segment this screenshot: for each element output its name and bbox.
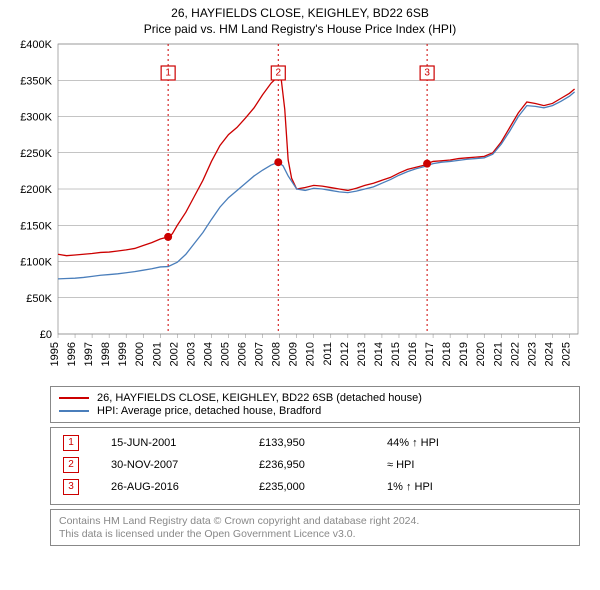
x-tick-label: 2012 xyxy=(339,342,351,366)
legend-label: HPI: Average price, detached house, Brad… xyxy=(97,405,321,417)
x-tick-label: 2019 xyxy=(458,342,470,366)
event-note: 44% ↑ HPI xyxy=(383,432,571,454)
event-number-box: 1 xyxy=(63,435,79,451)
x-tick-label: 1999 xyxy=(117,342,129,366)
x-tick-label: 1995 xyxy=(49,342,61,366)
event-date: 26-AUG-2016 xyxy=(107,476,255,498)
x-tick-label: 2002 xyxy=(168,342,180,366)
table-row: 1 15-JUN-2001£133,95044% ↑ HPI xyxy=(59,432,571,454)
x-tick-label: 2024 xyxy=(543,342,555,366)
chart: £0 £50K £100K £150K £200K £250K £300K £350K £400… xyxy=(8,40,592,380)
x-tick-label: 2007 xyxy=(254,342,266,366)
x-tick-label: 2009 xyxy=(288,342,300,366)
event-price: £236,950 xyxy=(255,454,383,476)
y-tick-label: £250K xyxy=(20,148,52,160)
table-row: 2 30-NOV-2007£236,950≈ HPI xyxy=(59,454,571,476)
legend-label: 26, HAYFIELDS CLOSE, KEIGHLEY, BD22 6SB … xyxy=(97,392,422,404)
x-tick-label: 2004 xyxy=(202,342,214,366)
series-price-paid xyxy=(58,77,575,256)
event-point xyxy=(423,160,431,168)
attribution-line1: Contains HM Land Registry data © Crown c… xyxy=(59,515,571,527)
x-tick-label: 2023 xyxy=(526,342,538,366)
x-tick-label: 2013 xyxy=(356,342,368,366)
y-tick-label: £0 xyxy=(40,329,52,341)
x-tick-label: 2015 xyxy=(390,342,402,366)
x-tick-label: 2011 xyxy=(322,342,334,366)
x-tick-label: 1998 xyxy=(100,342,112,366)
chart-title-sub: Price paid vs. HM Land Registry's House … xyxy=(8,22,592,36)
table-row: 3 26-AUG-2016£235,0001% ↑ HPI xyxy=(59,476,571,498)
event-marker-number: 3 xyxy=(424,68,430,79)
event-number-box: 3 xyxy=(63,479,79,495)
x-tick-label: 2018 xyxy=(441,342,453,366)
y-tick-label: £400K xyxy=(20,40,52,51)
event-note: ≈ HPI xyxy=(383,454,571,476)
x-tick-label: 2017 xyxy=(424,342,436,366)
x-tick-label: 2020 xyxy=(475,342,487,366)
legend-swatch xyxy=(59,410,89,412)
x-tick-label: 2008 xyxy=(271,342,283,366)
legend-item: 26, HAYFIELDS CLOSE, KEIGHLEY, BD22 6SB … xyxy=(59,392,571,404)
legend-item: HPI: Average price, detached house, Brad… xyxy=(59,405,571,417)
x-tick-label: 1997 xyxy=(83,342,95,366)
event-marker-number: 1 xyxy=(165,68,171,79)
event-date: 15-JUN-2001 xyxy=(107,432,255,454)
x-tick-label: 2025 xyxy=(560,342,572,366)
event-price: £133,950 xyxy=(255,432,383,454)
event-date: 30-NOV-2007 xyxy=(107,454,255,476)
x-tick-label: 2022 xyxy=(509,342,521,366)
x-tick-label: 2005 xyxy=(219,342,231,366)
event-point xyxy=(164,233,172,241)
x-tick-label: 2006 xyxy=(237,342,249,366)
x-tick-label: 2021 xyxy=(492,342,504,366)
events-table: 1 15-JUN-2001£133,95044% ↑ HPI 2 30-NOV-200… xyxy=(50,427,580,505)
x-tick-label: 1996 xyxy=(66,342,78,366)
attribution: Contains HM Land Registry data © Crown c… xyxy=(50,509,580,546)
event-note: 1% ↑ HPI xyxy=(383,476,571,498)
event-marker-number: 2 xyxy=(275,68,281,79)
y-tick-label: £50K xyxy=(26,293,52,305)
y-tick-label: £300K xyxy=(20,112,52,124)
legend-swatch xyxy=(59,397,89,399)
x-tick-label: 2003 xyxy=(185,342,197,366)
x-tick-label: 2014 xyxy=(373,342,385,366)
x-tick-label: 2001 xyxy=(151,342,163,366)
legend: 26, HAYFIELDS CLOSE, KEIGHLEY, BD22 6SB … xyxy=(50,386,580,423)
x-tick-label: 2010 xyxy=(305,342,317,366)
y-tick-label: £100K xyxy=(20,257,52,269)
attribution-line2: This data is licensed under the Open Gov… xyxy=(59,528,571,540)
y-tick-label: £150K xyxy=(20,220,52,232)
event-point xyxy=(274,158,282,166)
x-tick-label: 2000 xyxy=(134,342,146,366)
x-tick-label: 2016 xyxy=(407,342,419,366)
event-price: £235,000 xyxy=(255,476,383,498)
chart-svg: £0 £50K £100K £150K £200K £250K £300K £350K £400… xyxy=(8,40,592,380)
y-tick-label: £200K xyxy=(20,184,52,196)
chart-title-address: 26, HAYFIELDS CLOSE, KEIGHLEY, BD22 6SB xyxy=(8,6,592,20)
y-tick-label: £350K xyxy=(20,75,52,87)
event-number-box: 2 xyxy=(63,457,79,473)
